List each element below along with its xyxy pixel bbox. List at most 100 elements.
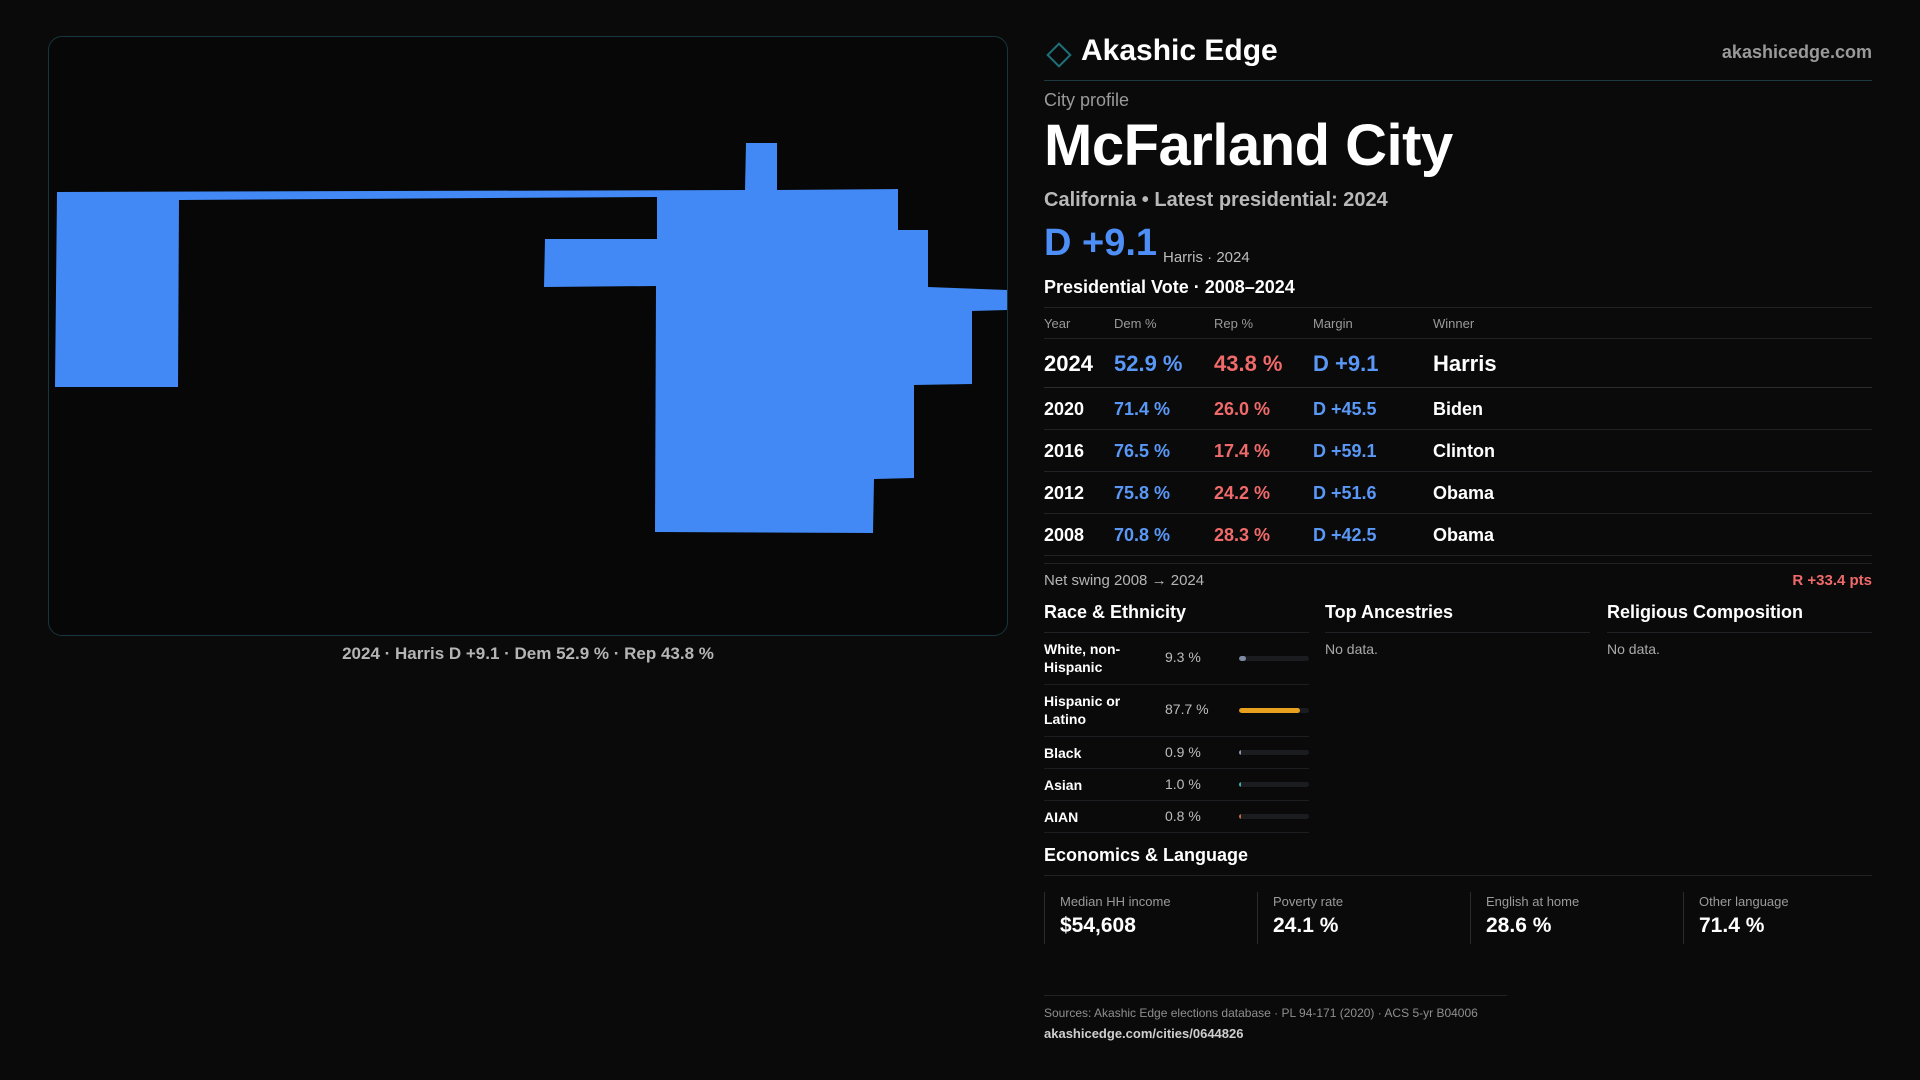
header-rep: Rep % [1214, 316, 1254, 331]
stat-english-at-home: English at home 28.6 % [1470, 892, 1667, 944]
economics-header: Economics & Language [1044, 843, 1872, 876]
stat-poverty-rate: Poverty rate 24.1 % [1257, 892, 1454, 944]
row-rep: 43.8 % [1214, 351, 1283, 376]
net-swing-label: Net swing 2008 → 2024 [1044, 572, 1205, 589]
row-dem: 71.4 % [1114, 399, 1171, 419]
row-dem: 52.9 % [1114, 351, 1183, 376]
row-rep: 28.3 % [1214, 525, 1271, 545]
brand-name: Akashic Edge [1081, 34, 1278, 67]
net-swing-value: R +33.4 pts [1792, 572, 1872, 589]
net-swing-row: Net swing 2008 → 2024 R +33.4 pts [1044, 563, 1872, 594]
race-label: Hispanic or Latino [1044, 693, 1121, 727]
row-margin: D +51.6 [1313, 483, 1377, 503]
race-bar-fill [1239, 750, 1241, 755]
stat-label: Other language [1699, 894, 1789, 909]
header-margin: Margin [1313, 316, 1353, 331]
list-item: White, non-Hispanic 9.3 % [1044, 633, 1309, 685]
row-winner: Clinton [1433, 441, 1495, 461]
stat-median-income: Median HH income $54,608 [1044, 892, 1241, 944]
race-ethnicity-section: Race & Ethnicity White, non-Hispanic 9.3… [1044, 602, 1309, 833]
row-margin: D +45.5 [1313, 399, 1377, 419]
religion-title: Religious Composition [1607, 602, 1872, 633]
city-map[interactable] [48, 36, 1008, 636]
diamond-logo-icon [1046, 42, 1072, 68]
header-winner: Winner [1433, 316, 1475, 331]
row-rep: 24.2 % [1214, 483, 1271, 503]
race-pct: 1.0 % [1165, 776, 1201, 792]
race-pct: 0.8 % [1165, 808, 1201, 824]
stat-other-language: Other language 71.4 % [1683, 892, 1880, 944]
row-dem: 70.8 % [1114, 525, 1171, 545]
row-year: 2008 [1044, 525, 1085, 545]
race-bar-fill [1239, 708, 1300, 713]
sources-footer: Sources: Akashic Edge elections database… [1044, 995, 1507, 1041]
race-bar-fill [1239, 782, 1241, 787]
page-eyebrow: City profile [1044, 90, 1130, 110]
race-label: AIAN [1044, 809, 1079, 825]
latest-margin-note: Harris · 2024 [1163, 249, 1250, 266]
row-dem: 76.5 % [1114, 441, 1171, 461]
row-rep: 17.4 % [1214, 441, 1271, 461]
row-margin: D +9.1 [1313, 351, 1379, 376]
city-boundary-shape [55, 143, 1007, 533]
economics-title: Economics & Language [1044, 845, 1249, 865]
row-year: 2016 [1044, 441, 1085, 461]
row-winner: Biden [1433, 399, 1484, 419]
race-pct: 9.3 % [1165, 649, 1201, 665]
header-year: Year [1044, 316, 1071, 331]
list-item: Asian 1.0 % [1044, 769, 1309, 801]
list-item: AIAN 0.8 % [1044, 801, 1309, 833]
table-row: 2012 75.8 % 24.2 % D +51.6 Obama [1044, 472, 1872, 514]
page-title: McFarland City [1044, 113, 1453, 178]
latest-margin: D +9.1 [1044, 222, 1158, 264]
stat-label: Poverty rate [1273, 894, 1344, 909]
race-bar [1239, 750, 1309, 755]
row-dem: 75.8 % [1114, 483, 1171, 503]
row-winner: Obama [1433, 525, 1495, 545]
race-label: Asian [1044, 777, 1083, 793]
race-bar [1239, 656, 1309, 661]
sources-url-link[interactable]: akashicedge.com/cities/0644826 [1044, 1026, 1244, 1041]
row-year: 2020 [1044, 399, 1085, 419]
stat-label: Median HH income [1060, 894, 1171, 909]
table-row: 2008 70.8 % 28.3 % D +42.5 Obama [1044, 514, 1872, 556]
page-subtitle: California • Latest presidential: 2024 [1044, 189, 1388, 211]
row-winner: Obama [1433, 483, 1495, 503]
race-label: Black [1044, 745, 1082, 761]
race-bar-fill [1239, 814, 1241, 819]
row-winner: Harris [1433, 351, 1497, 376]
stat-label: English at home [1486, 894, 1580, 909]
religion-section: Religious Composition No data. [1607, 602, 1872, 657]
race-bar-fill [1239, 656, 1246, 661]
ancestries-empty: No data. [1325, 641, 1378, 657]
race-pct: 0.9 % [1165, 744, 1201, 760]
row-margin: D +59.1 [1313, 441, 1377, 461]
brand-url-link[interactable]: akashicedge.com [1721, 42, 1872, 62]
row-year: 2012 [1044, 483, 1085, 503]
stat-value: 28.6 % [1486, 914, 1552, 937]
table-row: 2016 76.5 % 17.4 % D +59.1 Clinton [1044, 430, 1872, 472]
list-item: Hispanic or Latino 87.7 % [1044, 685, 1309, 737]
stat-value: 24.1 % [1273, 914, 1339, 937]
stat-value: $54,608 [1060, 914, 1136, 937]
ancestries-title: Top Ancestries [1325, 602, 1590, 633]
city-boundary-svg [55, 143, 1007, 533]
race-pct: 87.7 % [1165, 701, 1209, 717]
list-item: Black 0.9 % [1044, 737, 1309, 769]
map-caption: 2024 · Harris D +9.1 · Dem 52.9 % · Rep … [342, 644, 714, 663]
race-label: White, non-Hispanic [1044, 641, 1121, 675]
header-dem: Dem % [1114, 316, 1157, 331]
brand-header: Akashic Edge akashicedge.com [1044, 30, 1872, 81]
table-row: 2024 52.9 % 43.8 % D +9.1 Harris [1044, 339, 1872, 388]
race-bar [1239, 814, 1309, 819]
ancestries-section: Top Ancestries No data. [1325, 602, 1590, 657]
row-rep: 26.0 % [1214, 399, 1271, 419]
vote-section-title: Presidential Vote · 2008–2024 [1044, 277, 1295, 297]
economics-stats: Median HH income $54,608 Poverty rate 24… [1044, 892, 1872, 944]
row-margin: D +42.5 [1313, 525, 1377, 545]
stat-value: 71.4 % [1699, 914, 1765, 937]
row-year: 2024 [1044, 351, 1093, 376]
race-bar [1239, 708, 1309, 713]
religion-empty: No data. [1607, 641, 1660, 657]
vote-table-header: Year Dem % Rep % Margin Winner [1044, 308, 1872, 339]
